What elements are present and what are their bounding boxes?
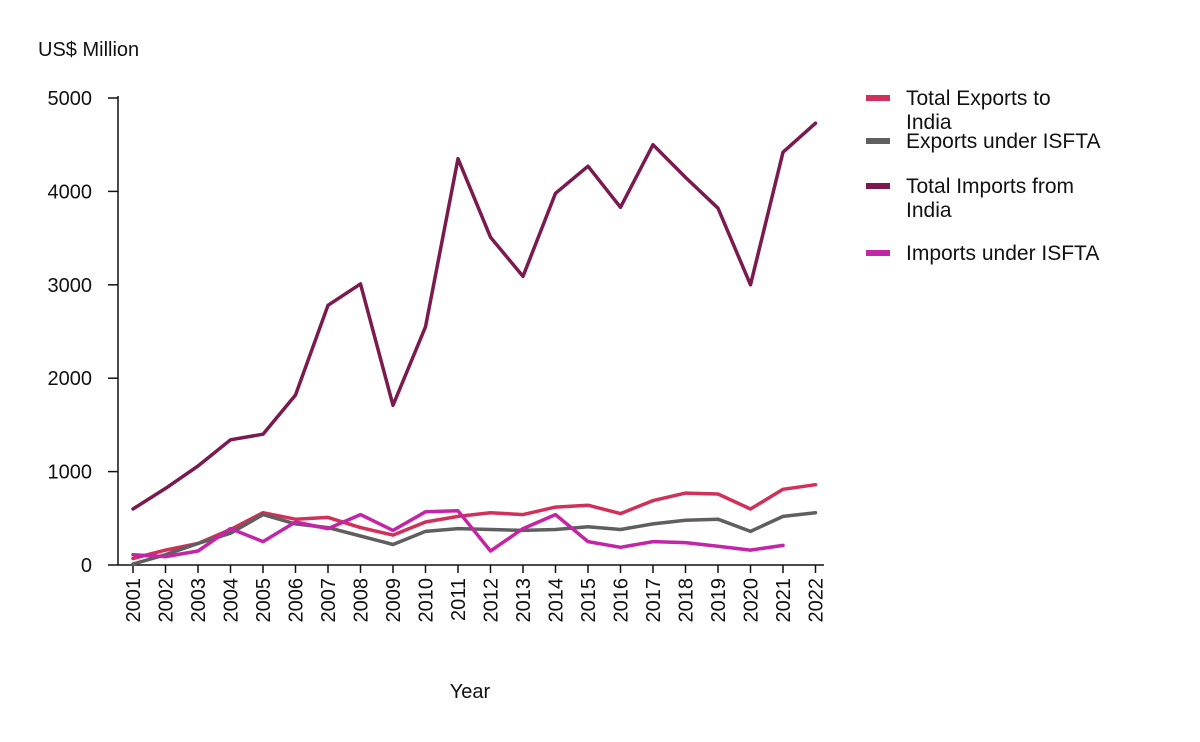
legend-label: Exports under ISFTA	[906, 130, 1101, 153]
legend-label: Imports under ISFTA	[906, 242, 1099, 265]
x-tick-label: 2003	[188, 578, 210, 623]
series-line-3	[131, 121, 818, 511]
x-tick-label: 2008	[351, 578, 373, 623]
x-tick-label: 2013	[513, 578, 535, 623]
x-tick-label: 2010	[416, 578, 438, 623]
legend-label: Total Imports from India	[906, 175, 1074, 222]
y-tick-label: 1000	[48, 462, 93, 484]
x-tick-label: 2007	[318, 578, 340, 623]
series-line-2	[131, 510, 818, 566]
x-tick-label: 2021	[773, 578, 795, 623]
legend-label: Total Exports to India	[906, 87, 1051, 134]
x-tick-label: 2022	[806, 578, 828, 623]
y-tick-label: 0	[81, 555, 92, 577]
x-tick-label: 2014	[546, 578, 568, 623]
x-tick-label: 2015	[578, 578, 600, 623]
x-tick-label: 2012	[481, 578, 503, 623]
x-tick-label: 2016	[611, 578, 633, 623]
x-tick-label: 2017	[643, 578, 665, 623]
x-axis-label: Year	[450, 681, 491, 703]
y-tick-label: 4000	[48, 181, 93, 203]
x-tick-label: 2004	[221, 578, 243, 623]
y-tick-label: 2000	[48, 368, 93, 390]
y-tick-label: 5000	[48, 88, 93, 110]
x-tick-label: 2005	[253, 578, 275, 623]
x-tick-label: 2019	[708, 578, 730, 623]
x-tick-label: 2001	[123, 578, 145, 623]
y-axis-label: US$ Million	[38, 39, 139, 61]
series-line-4	[131, 509, 785, 559]
y-tick-label: 3000	[48, 275, 93, 297]
x-tick-label: 2006	[286, 578, 308, 623]
x-tick-label: 2011	[448, 578, 470, 621]
x-tick-label: 2020	[741, 578, 763, 623]
series-line-1	[131, 482, 818, 561]
x-tick-label: 2002	[156, 578, 178, 623]
x-tick-label: 2009	[383, 578, 405, 623]
plot-area: 0 1000 2000 3000 4000 5000 2001 2002 2003 2004 200…	[48, 88, 828, 623]
x-tick-label: 2018	[676, 578, 698, 623]
